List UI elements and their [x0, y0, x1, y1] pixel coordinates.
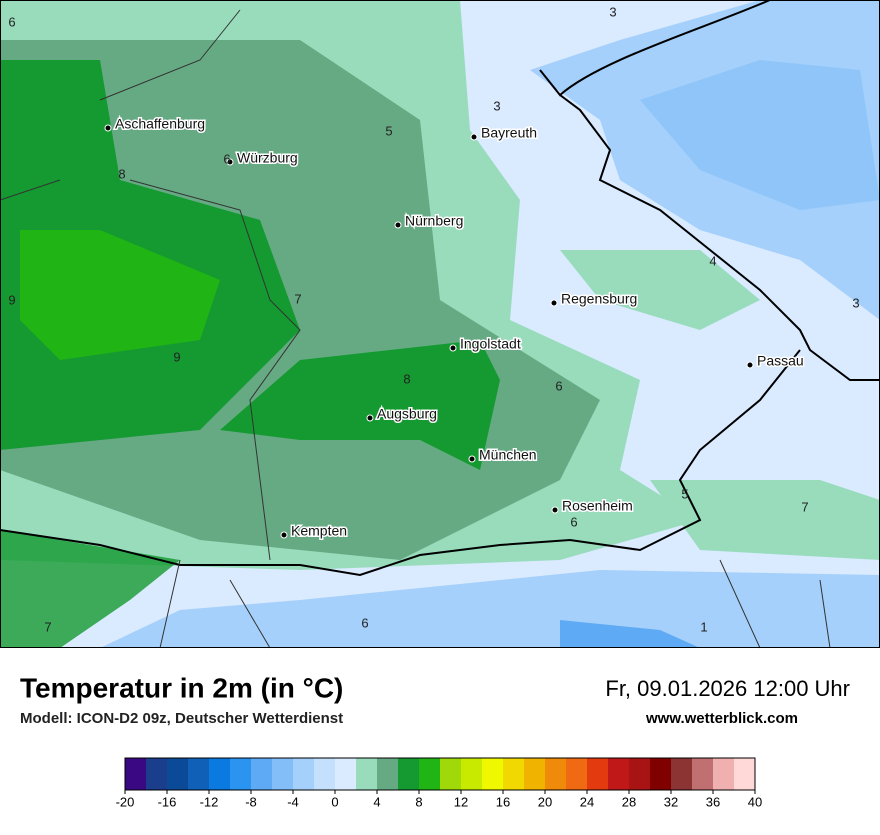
datetime: Fr, 09.01.2026 12:00 Uhr	[605, 676, 850, 701]
colorbar-segment	[209, 758, 231, 790]
model: Modell: ICON-D2 09z, Deutscher Wetterdie…	[20, 710, 343, 727]
colorbar-tick-label: 36	[706, 794, 720, 809]
colorbar-segment	[629, 758, 651, 790]
contour-label: 5	[385, 123, 392, 138]
colorbar-tick-label: -20	[116, 794, 135, 809]
contour-label: 9	[8, 292, 15, 307]
city-label: Aschaffenburg	[115, 116, 205, 132]
city-label: Augsburg	[377, 406, 437, 422]
contour-label: 7	[294, 291, 301, 306]
colorbar-tick-label: -8	[245, 794, 257, 809]
colorbar-segment	[566, 758, 588, 790]
city-marker	[280, 531, 288, 539]
colorbar-tick-label: 24	[580, 794, 594, 809]
colorbar-segment	[356, 758, 378, 790]
city-marker	[394, 221, 402, 229]
contour-label: 9	[173, 349, 180, 364]
city-marker	[226, 158, 234, 166]
contour-label: 8	[118, 166, 125, 181]
colorbar-tick-label: 40	[748, 794, 762, 809]
colorbar-segment	[335, 758, 357, 790]
city-label: Bayreuth	[481, 125, 537, 141]
colorbar-segment	[272, 758, 294, 790]
colorbar-tick-label: 20	[538, 794, 552, 809]
colorbar-tick-label: 16	[496, 794, 510, 809]
city-marker	[366, 414, 374, 422]
city-marker	[104, 124, 112, 132]
colorbar-tick-label: -16	[158, 794, 177, 809]
contour-label: 3	[852, 295, 859, 310]
colorbar-segment	[398, 758, 420, 790]
contour-label: 7	[801, 499, 808, 514]
colorbar-segment	[524, 758, 546, 790]
colorbar-tick-label: 8	[415, 794, 422, 809]
colorbar-tick-label: -4	[287, 794, 299, 809]
city-marker	[449, 344, 457, 352]
colorbar-tick-label: 4	[373, 794, 380, 809]
website: www.wetterblick.com	[645, 710, 798, 727]
colorbar-segment	[314, 758, 336, 790]
city-label: Würzburg	[237, 150, 298, 166]
colorbar-tick-label: -12	[200, 794, 219, 809]
city-label: Passau	[757, 353, 804, 369]
colorbar-segment	[545, 758, 567, 790]
colorbar-segment	[650, 758, 672, 790]
colorbar-segment	[146, 758, 168, 790]
contour-label: 6	[570, 514, 577, 529]
colorbar-tick-label: 0	[331, 794, 338, 809]
colorbar-tick-label: 12	[454, 794, 468, 809]
contour-label: 6	[361, 615, 368, 630]
contour-label: 3	[493, 98, 500, 113]
colorbar-segment	[734, 758, 756, 790]
colorbar-segment	[293, 758, 315, 790]
colorbar-segment	[482, 758, 504, 790]
contour-label: 6	[223, 151, 230, 166]
city-marker	[551, 506, 559, 514]
contour-label: 1	[700, 619, 707, 634]
colorbar-segment	[503, 758, 525, 790]
city-label: Regensburg	[561, 291, 637, 307]
colorbar-segment	[251, 758, 273, 790]
colorbar-segment	[377, 758, 399, 790]
contour-label: 7	[44, 619, 51, 634]
city-marker	[746, 361, 754, 369]
colorbar-segment	[692, 758, 714, 790]
colorbar-segment	[419, 758, 441, 790]
colorbar-tick-label: 28	[622, 794, 636, 809]
city-marker	[470, 133, 478, 141]
city-label: Nürnberg	[405, 213, 463, 229]
city-marker	[550, 299, 558, 307]
city-label: Kempten	[291, 523, 347, 539]
city-label: Rosenheim	[562, 498, 633, 514]
city-label: München	[479, 447, 537, 463]
colorbar-segment	[125, 758, 147, 790]
map-background	[0, 0, 880, 649]
colorbar-segment	[461, 758, 483, 790]
colorbar-segment	[587, 758, 609, 790]
colorbar-segment	[188, 758, 210, 790]
title: Temperatur in 2m (in °C)	[20, 672, 343, 703]
colorbar-segment	[230, 758, 252, 790]
contour-label: 4	[709, 253, 716, 268]
contour-label: 6	[8, 14, 15, 29]
colorbar-segment	[671, 758, 693, 790]
colorbar-segment	[713, 758, 735, 790]
colorbar-frame	[124, 757, 756, 791]
city-label: Ingolstadt	[460, 336, 521, 352]
contour-label: 8	[403, 371, 410, 386]
colorbar-segment	[608, 758, 630, 790]
contour-label: 3	[609, 4, 616, 19]
contour-label: 6	[555, 378, 562, 393]
colorbar-segment	[167, 758, 189, 790]
city-marker	[468, 455, 476, 463]
colorbar-tick-label: 32	[664, 794, 678, 809]
contour-label: 5	[681, 486, 688, 501]
colorbar-segment	[440, 758, 462, 790]
